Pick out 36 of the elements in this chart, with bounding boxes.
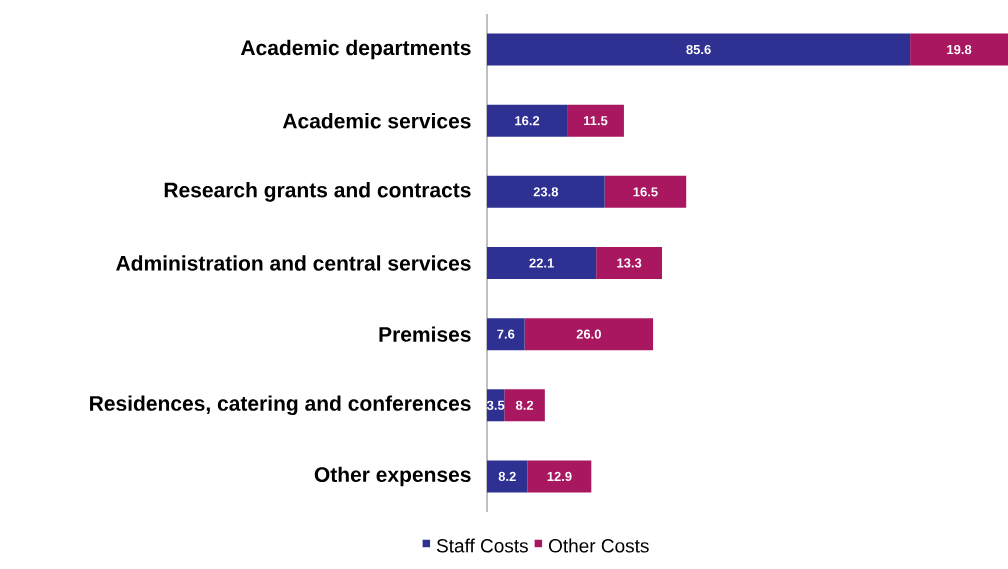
data-label: 7.6	[497, 329, 515, 339]
data-label: 16.2	[515, 116, 540, 126]
data-label: 13.3	[617, 258, 642, 268]
legend-label: Staff Costs	[436, 538, 528, 553]
data-label: 16.5	[633, 187, 658, 197]
bar	[527, 460, 592, 493]
bar	[567, 104, 624, 137]
y-tick-label: Academic departments	[240, 39, 471, 60]
data-label: 85.6	[686, 44, 711, 55]
bar	[487, 318, 525, 351]
bar	[487, 246, 597, 279]
data-label: 19.8	[947, 44, 972, 55]
legend-label: Other Costs	[548, 538, 649, 553]
data-label: 23.8	[533, 187, 559, 197]
y-tick-label: Research grants and contracts	[164, 182, 471, 202]
data-label: 26.0	[576, 329, 601, 339]
bar	[604, 175, 687, 208]
bar	[487, 104, 568, 137]
y-tick-label: Academic services	[282, 112, 471, 129]
bar	[487, 460, 528, 493]
y-tick-label: Other expenses	[314, 466, 471, 487]
data-label: 22.1	[529, 258, 554, 268]
bar	[596, 246, 662, 279]
y-tick-label: Administration and central services	[116, 255, 471, 271]
data-label: 8.2	[515, 400, 534, 410]
data-label: 8.2	[498, 471, 516, 482]
bar	[524, 318, 654, 351]
data-label: 3.5	[486, 400, 505, 410]
bar	[910, 33, 1008, 66]
bar	[487, 175, 605, 208]
y-tick-label: Residences, catering and conferences	[90, 395, 471, 416]
y-tick-label: Premises	[379, 326, 471, 342]
bar	[487, 33, 911, 66]
bar	[504, 389, 545, 422]
data-label: 11.5	[584, 116, 608, 126]
data-label: 12.9	[547, 471, 572, 482]
